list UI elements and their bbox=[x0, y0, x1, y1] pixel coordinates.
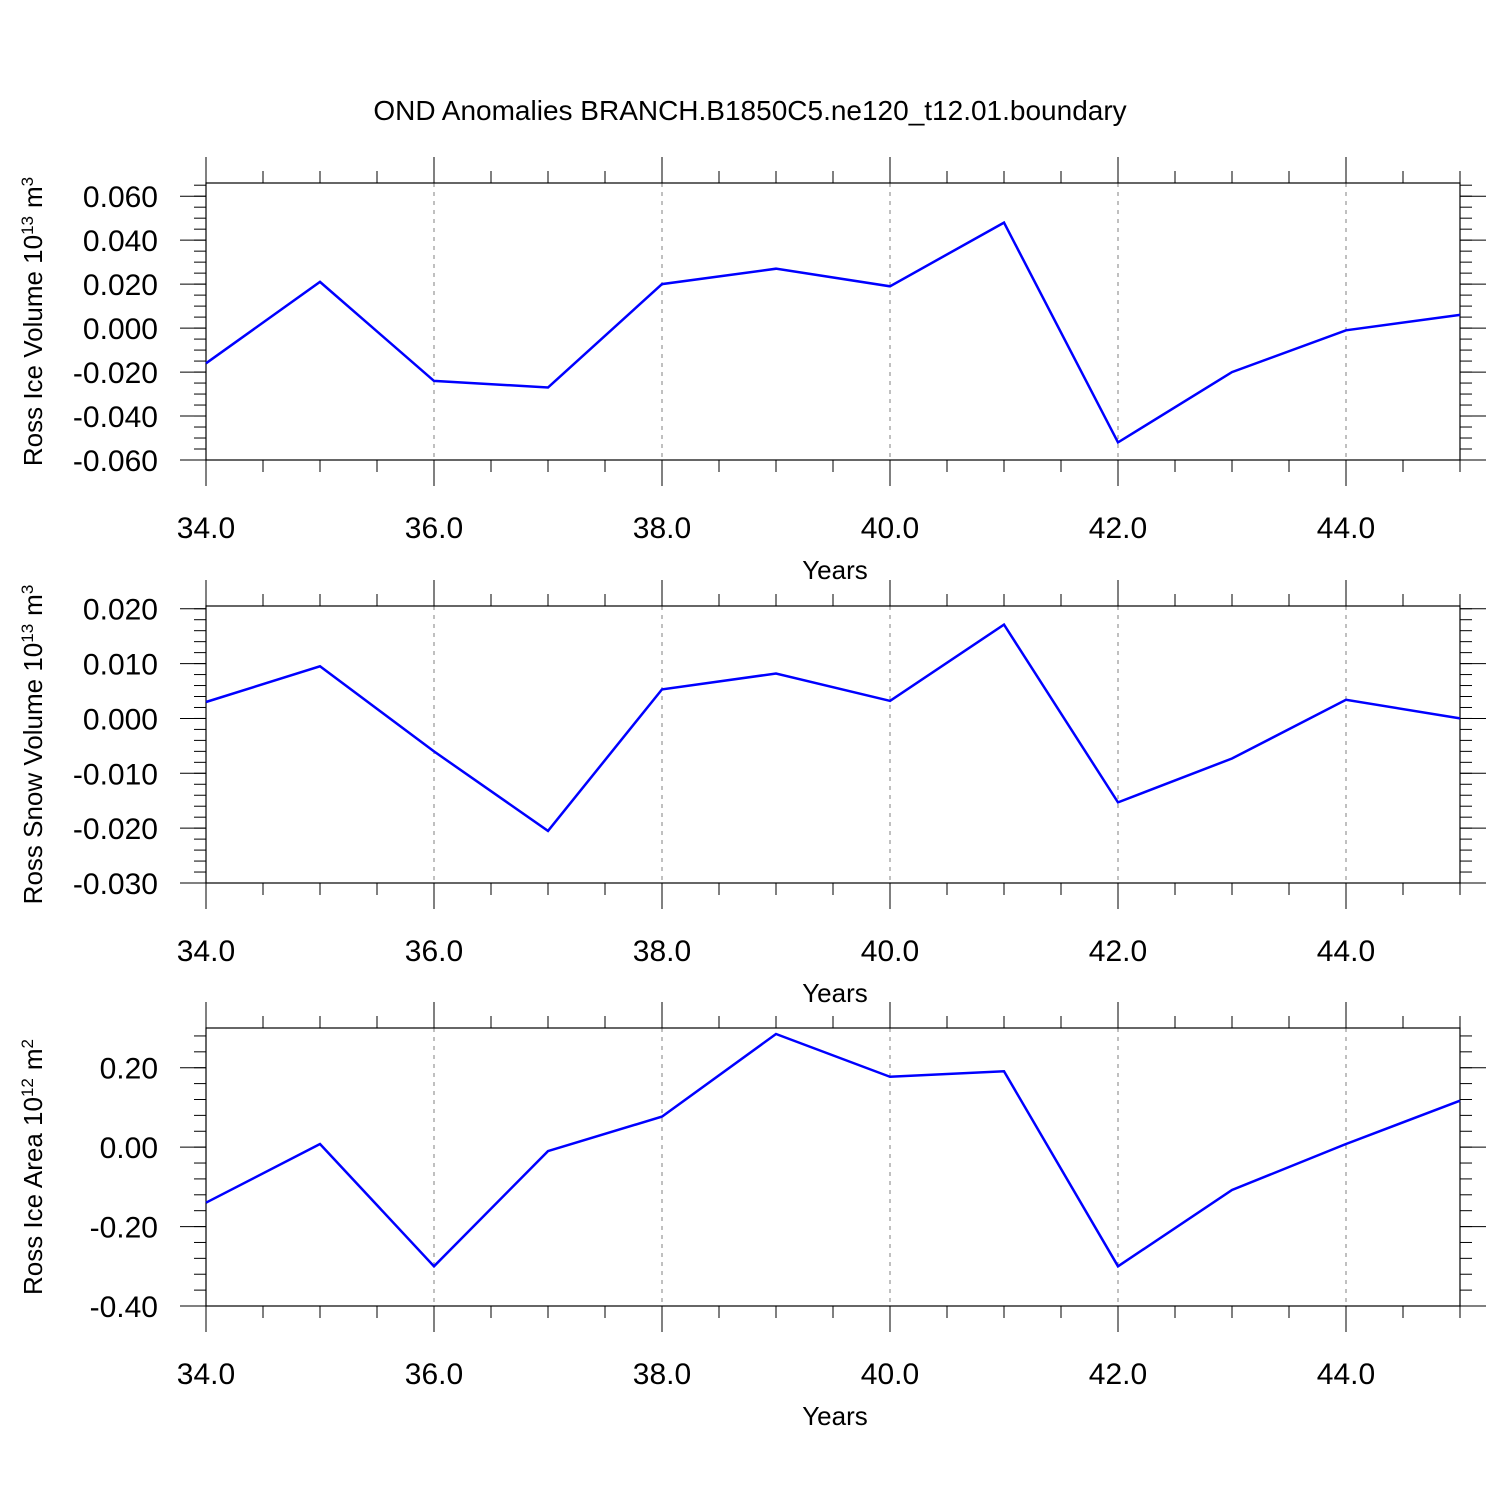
y-tick-label: -0.020 bbox=[73, 813, 158, 846]
y-axis-label-unit: m bbox=[18, 594, 48, 616]
x-axis-label: Years bbox=[802, 1401, 868, 1431]
series-line bbox=[205, 1032, 1461, 1269]
x-tick-label: 38.0 bbox=[633, 512, 691, 545]
y-axis-label-unit-exponent: 2 bbox=[18, 1039, 37, 1048]
y-tick-label: -0.40 bbox=[90, 1291, 158, 1324]
y-axis-label-unit: m bbox=[18, 1048, 48, 1070]
y-tick-label: -0.020 bbox=[73, 357, 158, 390]
chart-panel-3: 34.0 36.0 38.0 40.0 42.0 44.0 Years -0.40 -0.20 0… bbox=[18, 1002, 1486, 1431]
y-axis-label-text: Ross Snow Volume 10 bbox=[18, 643, 48, 905]
chart-panel-2: 34.0 36.0 38.0 40.0 42.0 44.0 Years -0.030 -0.02… bbox=[18, 580, 1486, 1008]
y-tick-label: 0.040 bbox=[83, 225, 158, 258]
x-tick-label: 42.0 bbox=[1089, 512, 1147, 545]
y-tick-label: 0.00 bbox=[100, 1132, 158, 1165]
y-tick-label: -0.030 bbox=[73, 868, 158, 901]
y-axis-label-unit-exponent: 3 bbox=[18, 177, 37, 186]
y-tick-label: 0.060 bbox=[83, 181, 158, 214]
x-tick-label: 44.0 bbox=[1317, 935, 1375, 968]
x-tick-label: 42.0 bbox=[1089, 935, 1147, 968]
plot-frame bbox=[205, 605, 1461, 884]
x-tick-label: 40.0 bbox=[861, 1358, 919, 1391]
panels: 34.0 36.0 38.0 40.0 42.0 44.0 Years -0.060 -0.04… bbox=[18, 157, 1486, 1431]
y-tick-label: -0.060 bbox=[73, 445, 158, 478]
y-tick-label: -0.040 bbox=[73, 401, 158, 434]
y-axis-label-text: Ross Ice Area 10 bbox=[18, 1097, 48, 1295]
x-tick-label: 34.0 bbox=[177, 935, 235, 968]
x-tick-label: 36.0 bbox=[405, 1358, 463, 1391]
x-axis-label: Years bbox=[802, 978, 868, 1008]
x-tick-label: 36.0 bbox=[405, 512, 463, 545]
x-tick-label: 42.0 bbox=[1089, 1358, 1147, 1391]
y-axis-label-exponent: 13 bbox=[18, 624, 37, 643]
y-tick-label: 0.20 bbox=[100, 1053, 158, 1086]
x-tick-label: 44.0 bbox=[1317, 512, 1375, 545]
y-axis-label-unit: m bbox=[18, 186, 48, 208]
y-axis-label-text: Ross Ice Volume 10 bbox=[18, 235, 48, 466]
y-tick-label: 0.000 bbox=[83, 313, 158, 346]
y-tick-label: -0.20 bbox=[90, 1212, 158, 1245]
x-axis-label: Years bbox=[802, 555, 868, 585]
y-tick-label: 0.020 bbox=[83, 269, 158, 302]
y-axis-label: Ross Ice Area 1012 m2 bbox=[18, 1039, 49, 1295]
chart-panel-1: 34.0 36.0 38.0 40.0 42.0 44.0 Years -0.060 -0.04… bbox=[18, 157, 1486, 585]
y-axis-label-exponent: 13 bbox=[18, 216, 37, 235]
plot-frame bbox=[205, 1027, 1461, 1307]
y-axis-label-exponent: 12 bbox=[18, 1078, 37, 1097]
x-tick-label: 44.0 bbox=[1317, 1358, 1375, 1391]
y-axis-label: Ross Ice Volume 1013 m3 bbox=[18, 177, 49, 466]
x-tick-label: 40.0 bbox=[861, 935, 919, 968]
x-tick-label: 36.0 bbox=[405, 935, 463, 968]
y-tick-label: -0.010 bbox=[73, 758, 158, 791]
y-axis-label-unit-exponent: 3 bbox=[18, 585, 37, 594]
x-tick-label: 38.0 bbox=[633, 1358, 691, 1391]
series-line bbox=[205, 622, 1461, 833]
x-tick-label: 38.0 bbox=[633, 935, 691, 968]
plot-frame bbox=[205, 182, 1461, 461]
y-axis-label: Ross Snow Volume 1013 m3 bbox=[18, 585, 49, 905]
series-line bbox=[205, 220, 1461, 445]
x-tick-label: 34.0 bbox=[177, 512, 235, 545]
figure-title: OND Anomalies BRANCH.B1850C5.ne120_t12.0… bbox=[373, 95, 1126, 126]
y-tick-label: 0.020 bbox=[83, 594, 158, 627]
y-tick-label: 0.000 bbox=[83, 703, 158, 736]
y-tick-label: 0.010 bbox=[83, 649, 158, 682]
x-tick-label: 34.0 bbox=[177, 1358, 235, 1391]
x-tick-label: 40.0 bbox=[861, 512, 919, 545]
